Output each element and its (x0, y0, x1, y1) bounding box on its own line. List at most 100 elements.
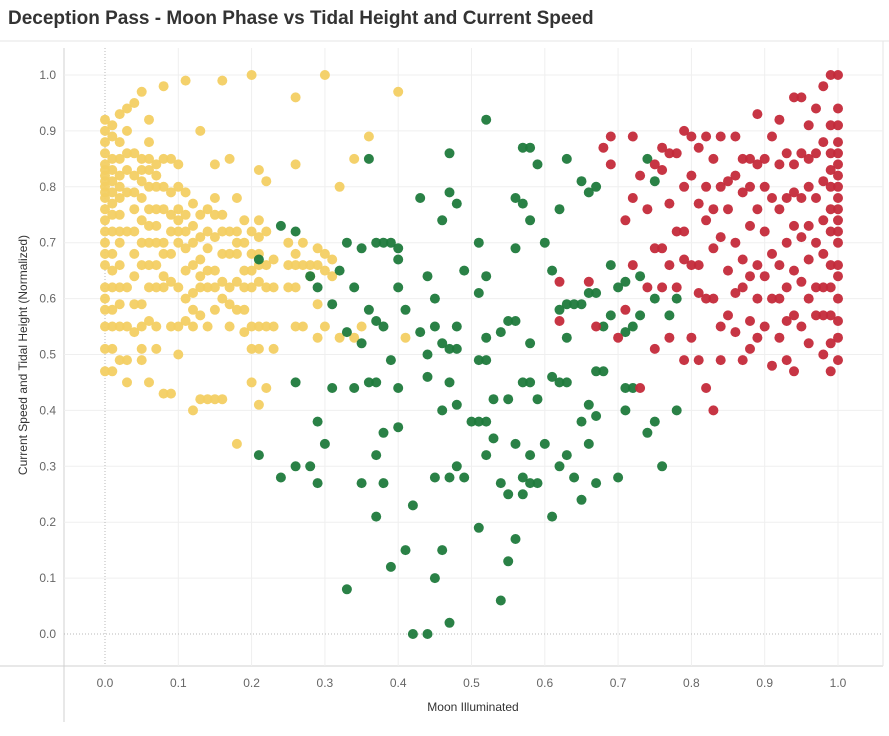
data-point (283, 282, 294, 293)
data-point (444, 148, 455, 159)
data-point (811, 282, 821, 293)
x-tick-label: 0.2 (243, 676, 260, 690)
data-point (517, 142, 528, 153)
x-axis-title: Moon Illuminated (427, 700, 518, 714)
data-point (811, 310, 821, 321)
data-point (129, 299, 140, 310)
data-point (122, 148, 132, 159)
data-point (825, 260, 836, 271)
data-point (180, 243, 191, 254)
data-point (569, 472, 580, 483)
data-point (598, 366, 609, 377)
data-point (444, 343, 455, 354)
data-point (517, 472, 528, 483)
data-point (122, 355, 132, 366)
data-point (488, 394, 499, 405)
data-point (166, 276, 176, 287)
y-tick-label: 0.6 (39, 292, 56, 306)
data-point (781, 282, 792, 293)
data-point (774, 293, 785, 304)
data-point (319, 265, 330, 276)
data-point (781, 355, 792, 366)
data-point (114, 260, 125, 271)
data-point (671, 293, 682, 304)
data-point (451, 321, 462, 332)
data-point (591, 366, 602, 377)
data-point (495, 595, 506, 606)
data-point (591, 288, 602, 298)
data-point (195, 209, 206, 220)
data-point (503, 316, 514, 326)
data-point (195, 310, 206, 321)
data-point (136, 343, 147, 354)
data-point (202, 321, 213, 332)
data-point (209, 304, 220, 315)
data-point (664, 332, 675, 343)
data-point (789, 310, 799, 321)
data-point (833, 181, 843, 192)
data-point (422, 371, 433, 382)
data-point (202, 243, 213, 254)
data-point (107, 209, 118, 220)
data-point (627, 193, 638, 203)
data-point (730, 237, 741, 248)
data-point (393, 383, 404, 393)
data-point (620, 276, 631, 287)
data-point (481, 355, 492, 366)
data-point (122, 187, 132, 198)
data-point (422, 629, 433, 639)
data-point (158, 271, 169, 282)
data-point (642, 427, 653, 438)
data-point (371, 316, 382, 326)
data-point (253, 450, 264, 461)
data-point (180, 75, 191, 86)
data-point (481, 332, 492, 343)
data-point (158, 81, 169, 92)
data-point (114, 170, 125, 181)
data-point (708, 153, 719, 164)
y-tick-label: 0.5 (39, 348, 56, 362)
x-tick-label: 0.3 (317, 676, 334, 690)
data-point (173, 204, 184, 215)
data-point (180, 265, 191, 276)
data-point (136, 299, 147, 310)
data-point (686, 332, 697, 343)
data-point (100, 282, 110, 293)
data-point (393, 243, 404, 254)
data-point (693, 288, 704, 298)
data-point (136, 153, 147, 164)
data-point (429, 293, 440, 304)
data-point (525, 450, 536, 461)
data-point (188, 260, 198, 271)
data-point (144, 153, 154, 164)
data-point (613, 332, 624, 343)
data-point (407, 500, 418, 511)
data-point (385, 237, 396, 248)
data-point (781, 316, 792, 326)
data-point (708, 293, 719, 304)
data-point (657, 461, 668, 472)
data-point (818, 349, 829, 360)
data-point (649, 416, 660, 427)
data-point (107, 153, 118, 164)
data-point (833, 237, 843, 248)
data-point (833, 271, 843, 282)
data-point (319, 321, 330, 332)
data-point (290, 248, 301, 259)
data-point (620, 383, 631, 393)
data-point (188, 304, 198, 315)
data-point (144, 204, 154, 215)
data-point (679, 125, 690, 136)
data-point (231, 276, 242, 287)
data-point (583, 276, 594, 287)
data-point (400, 332, 411, 343)
data-point (789, 187, 799, 198)
data-point (701, 181, 712, 192)
data-point (503, 394, 514, 405)
data-point (517, 377, 528, 388)
data-point (122, 282, 132, 293)
data-point (649, 176, 660, 187)
data-point (114, 193, 125, 203)
